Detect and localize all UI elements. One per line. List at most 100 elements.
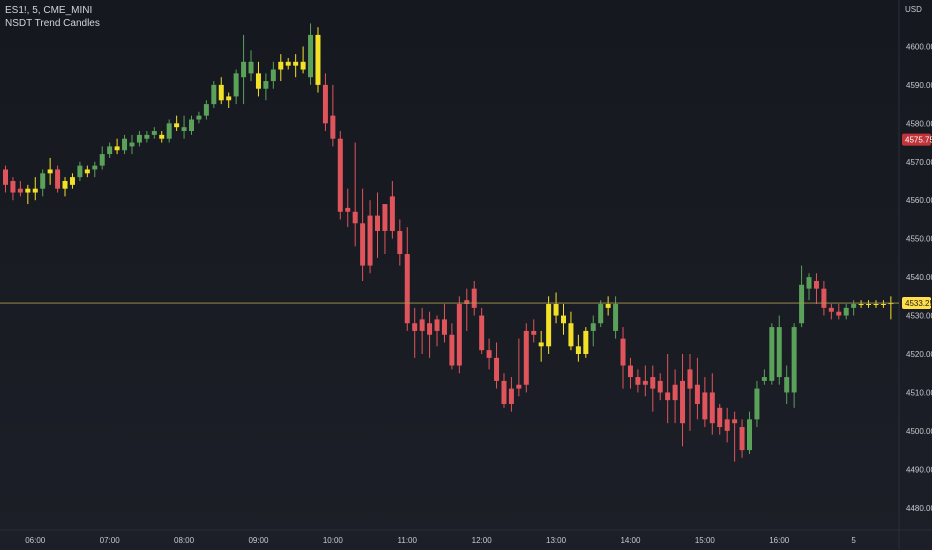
candle bbox=[501, 373, 507, 408]
candle bbox=[761, 369, 767, 385]
y-tick-label: 4530.00 bbox=[906, 312, 932, 321]
candle bbox=[732, 411, 738, 462]
candle bbox=[561, 304, 566, 335]
candle bbox=[129, 134, 135, 155]
candle bbox=[724, 407, 730, 443]
candle-body bbox=[3, 169, 8, 185]
price-axis[interactable]: USD 4480.00 4490.00 4500.00 4510.00 4520.00 4… bbox=[902, 5, 932, 513]
candle bbox=[270, 61, 276, 89]
candle bbox=[382, 204, 388, 255]
candle-body bbox=[657, 380, 663, 393]
currency-label: USD bbox=[905, 5, 922, 14]
candle-body bbox=[464, 300, 470, 305]
candle bbox=[3, 165, 8, 193]
candle bbox=[516, 338, 522, 397]
candle bbox=[412, 307, 418, 358]
candle bbox=[806, 273, 812, 301]
y-tick-label: 4580.00 bbox=[906, 119, 932, 128]
candle-body bbox=[598, 304, 604, 324]
candle-body bbox=[293, 61, 299, 66]
candle bbox=[575, 334, 581, 362]
candle-body bbox=[129, 142, 135, 147]
candle-body bbox=[389, 196, 395, 231]
candle bbox=[285, 57, 291, 70]
candle-body bbox=[412, 323, 418, 331]
candle-body bbox=[456, 304, 462, 366]
candle bbox=[702, 377, 708, 428]
candle-body bbox=[375, 215, 380, 231]
candle bbox=[10, 177, 16, 201]
candle bbox=[620, 327, 626, 389]
candle-body bbox=[873, 304, 879, 306]
candle bbox=[598, 300, 604, 328]
candle bbox=[843, 304, 849, 320]
candle bbox=[568, 311, 574, 351]
candle bbox=[821, 280, 827, 316]
candle-body bbox=[255, 73, 261, 89]
candle-body bbox=[352, 211, 358, 224]
candle-body bbox=[25, 188, 31, 193]
candle bbox=[151, 127, 157, 139]
candle bbox=[322, 73, 328, 132]
candle-body bbox=[880, 304, 886, 306]
x-tick-label: 08:00 bbox=[174, 536, 195, 545]
x-tick-label: 11:00 bbox=[398, 536, 418, 545]
candle-body bbox=[769, 327, 775, 381]
candle-body bbox=[724, 419, 730, 431]
candle bbox=[441, 304, 447, 343]
candle-body bbox=[174, 123, 180, 128]
candle bbox=[159, 131, 165, 143]
candle bbox=[203, 100, 209, 120]
candle-body bbox=[538, 342, 544, 347]
candle-body bbox=[241, 61, 247, 78]
candle-body bbox=[10, 181, 16, 193]
x-tick-label: 13:00 bbox=[546, 536, 567, 545]
candle bbox=[136, 131, 142, 147]
last-price-label: 4533.25 bbox=[905, 299, 932, 308]
candle-body bbox=[322, 84, 328, 124]
candle bbox=[241, 34, 247, 105]
candle bbox=[680, 354, 686, 447]
candle-body bbox=[107, 146, 113, 155]
candle-body bbox=[181, 127, 187, 132]
candle-body bbox=[62, 181, 68, 189]
candle-body bbox=[568, 323, 574, 347]
candle-body bbox=[761, 377, 767, 381]
symbol-title[interactable]: ES1!, 5, CME_MINI bbox=[5, 5, 93, 16]
candle bbox=[471, 280, 477, 316]
candle bbox=[427, 311, 433, 358]
candle-body bbox=[337, 138, 343, 212]
candle-body bbox=[404, 254, 410, 324]
indicator-name[interactable]: NSDT Trend Candles bbox=[5, 18, 100, 29]
candle bbox=[99, 146, 105, 170]
candle bbox=[17, 181, 23, 197]
candle bbox=[367, 200, 373, 274]
candle bbox=[791, 323, 797, 408]
candle bbox=[456, 296, 462, 374]
candle-body bbox=[69, 177, 75, 185]
candle-body bbox=[248, 61, 254, 74]
candle bbox=[107, 142, 113, 158]
candle-body bbox=[92, 165, 98, 170]
candle bbox=[650, 365, 656, 412]
candle bbox=[784, 365, 790, 404]
candle-body bbox=[114, 146, 120, 151]
candle-body bbox=[419, 319, 425, 331]
candle bbox=[494, 342, 500, 389]
candle bbox=[590, 315, 596, 347]
x-tick-label: 12:00 bbox=[472, 536, 493, 545]
candle-body bbox=[77, 165, 83, 178]
candle bbox=[687, 354, 693, 431]
candles-layer bbox=[3, 23, 894, 462]
candle bbox=[278, 54, 284, 82]
candle bbox=[375, 192, 380, 258]
candle-body bbox=[55, 169, 61, 189]
time-axis[interactable]: 06:00 07:00 08:00 09:00 10:00 11:00 12:00 13:00… bbox=[25, 536, 856, 545]
candle bbox=[888, 296, 894, 320]
candle-body bbox=[427, 323, 433, 335]
candle bbox=[694, 357, 700, 420]
candle bbox=[799, 265, 805, 328]
